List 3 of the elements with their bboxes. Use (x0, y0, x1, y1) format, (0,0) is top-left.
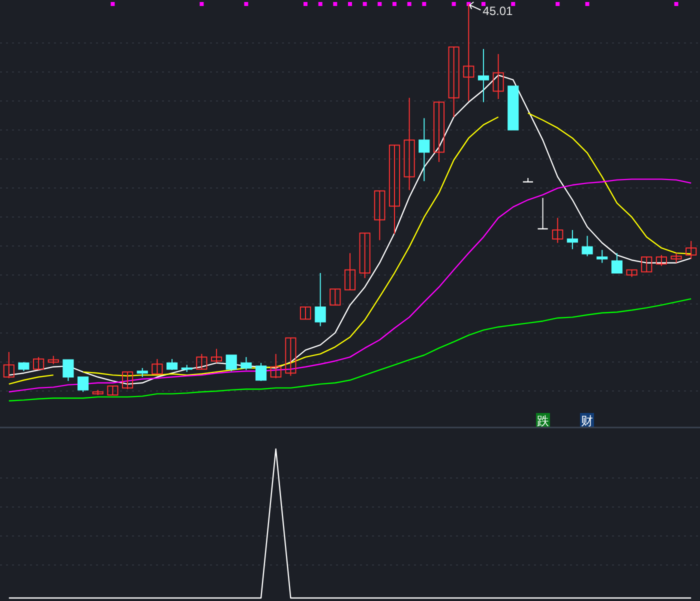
text: 跌 (537, 414, 549, 428)
text: 财 (581, 414, 593, 428)
annotation: 45.01 (482, 4, 513, 18)
